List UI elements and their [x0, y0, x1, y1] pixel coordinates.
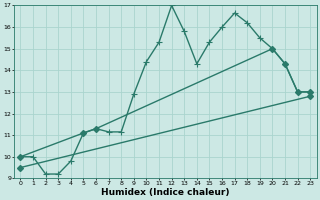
X-axis label: Humidex (Indice chaleur): Humidex (Indice chaleur)	[101, 188, 229, 197]
